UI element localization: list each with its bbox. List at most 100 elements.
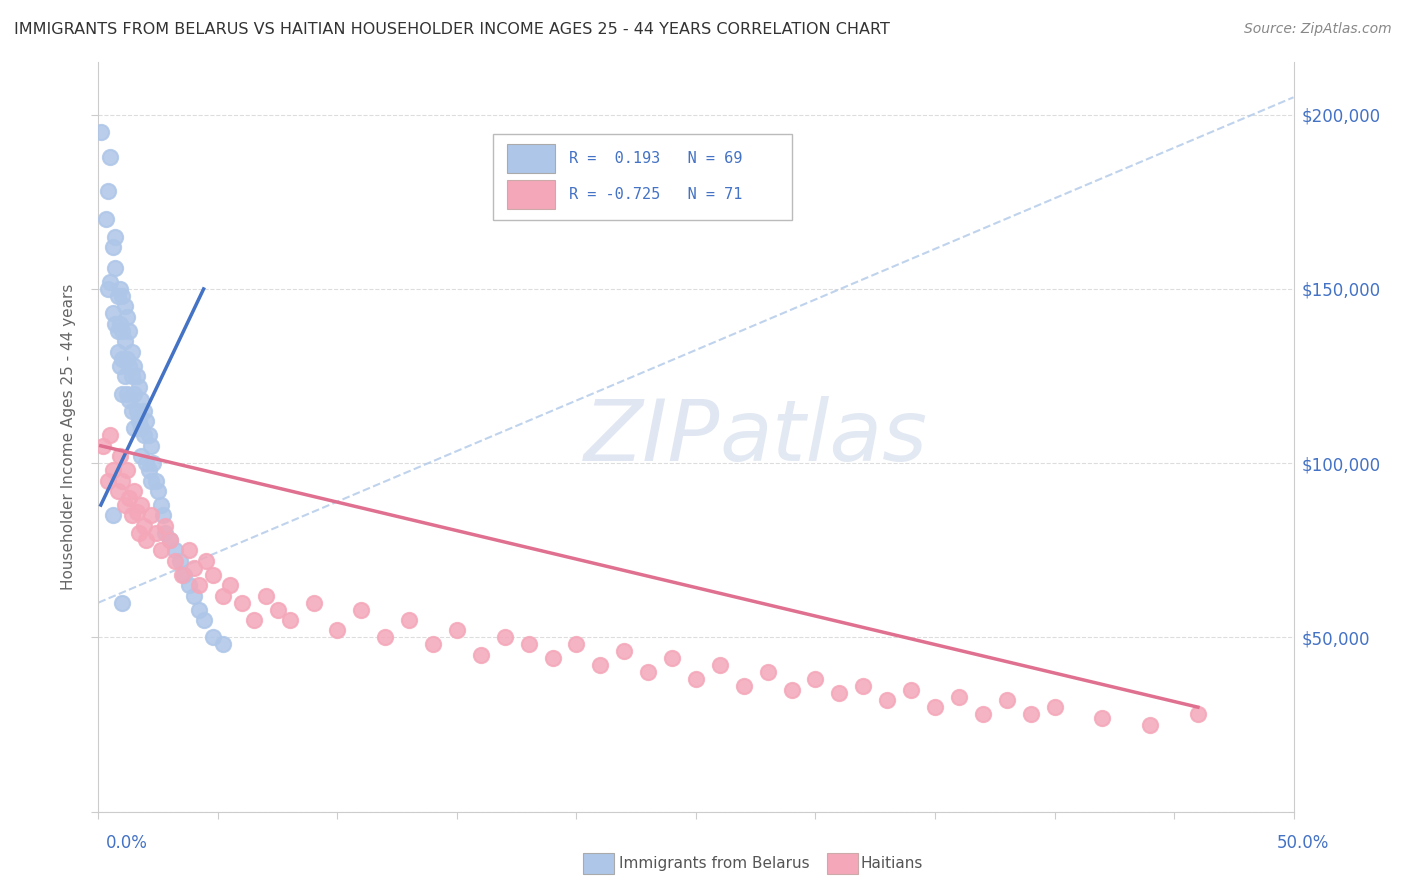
Point <box>828 686 851 700</box>
Point <box>111 474 134 488</box>
Point <box>115 386 138 401</box>
Point <box>685 673 707 687</box>
Point <box>374 631 396 645</box>
Point <box>107 289 129 303</box>
Point <box>90 125 112 139</box>
Point <box>111 324 134 338</box>
Text: IMMIGRANTS FROM BELARUS VS HAITIAN HOUSEHOLDER INCOME AGES 25 - 44 YEARS CORRELA: IMMIGRANTS FROM BELARUS VS HAITIAN HOUSE… <box>14 22 890 37</box>
Text: R =  0.193   N = 69: R = 0.193 N = 69 <box>569 151 742 166</box>
Point <box>163 543 186 558</box>
Point <box>1043 700 1066 714</box>
Point <box>107 484 129 499</box>
Point <box>1187 707 1209 722</box>
Point <box>125 505 148 519</box>
Point <box>128 525 150 540</box>
Point <box>145 525 167 540</box>
Point <box>211 589 233 603</box>
Point <box>124 484 146 499</box>
Point <box>187 602 209 616</box>
Bar <box>508 145 555 172</box>
Point <box>470 648 492 662</box>
Point <box>104 317 127 331</box>
Point <box>135 533 157 547</box>
Point <box>145 474 167 488</box>
Point <box>118 324 141 338</box>
Point <box>159 533 181 547</box>
Point <box>107 324 129 338</box>
Point <box>202 567 225 582</box>
Point <box>101 508 124 523</box>
Point <box>494 631 516 645</box>
Point <box>254 589 277 603</box>
Point <box>159 533 181 547</box>
Point <box>131 393 153 408</box>
Text: 0.0%: 0.0% <box>105 834 148 852</box>
Point <box>1019 707 1042 722</box>
Text: 50.0%: 50.0% <box>1277 834 1329 852</box>
Point <box>131 449 153 463</box>
Point <box>948 690 970 704</box>
Point <box>115 351 138 366</box>
Point <box>733 679 755 693</box>
Point <box>135 414 157 428</box>
Point <box>114 369 136 384</box>
Point <box>101 240 124 254</box>
Point <box>709 658 731 673</box>
Point <box>163 554 186 568</box>
Point <box>104 261 127 276</box>
Point <box>111 596 134 610</box>
Point <box>202 631 225 645</box>
Point <box>132 404 155 418</box>
Point <box>326 624 349 638</box>
Point <box>183 561 205 575</box>
Point <box>107 344 129 359</box>
Point <box>121 369 143 384</box>
Point <box>804 673 827 687</box>
Point <box>756 665 779 680</box>
Point <box>111 351 134 366</box>
Point <box>124 359 146 373</box>
Point <box>111 386 134 401</box>
Point <box>97 185 120 199</box>
Point <box>195 554 218 568</box>
Point <box>517 637 540 651</box>
Point <box>98 428 122 442</box>
Point <box>187 578 209 592</box>
Point <box>104 229 127 244</box>
Point <box>1091 711 1114 725</box>
Point <box>108 359 131 373</box>
Point <box>565 637 588 651</box>
Point <box>128 414 150 428</box>
Point <box>661 651 683 665</box>
Point <box>118 491 141 505</box>
Point <box>149 498 172 512</box>
Point <box>128 379 150 393</box>
Point <box>302 596 325 610</box>
Point <box>108 317 131 331</box>
Point <box>115 463 138 477</box>
Point <box>121 344 143 359</box>
Point <box>132 428 155 442</box>
Point <box>172 567 194 582</box>
Point <box>900 682 922 697</box>
Point <box>98 275 122 289</box>
Point <box>118 393 141 408</box>
Point <box>97 282 120 296</box>
Bar <box>494 134 792 219</box>
Point <box>219 578 242 592</box>
Point <box>139 474 162 488</box>
Point <box>589 658 612 673</box>
Point <box>924 700 946 714</box>
Point <box>135 456 157 470</box>
Point <box>972 707 994 722</box>
Point <box>243 613 266 627</box>
Point <box>139 439 162 453</box>
Point <box>173 567 195 582</box>
Point <box>231 596 253 610</box>
Point <box>114 498 136 512</box>
Point <box>91 439 114 453</box>
Point <box>876 693 898 707</box>
Point <box>446 624 468 638</box>
Point <box>179 543 201 558</box>
Point <box>111 289 134 303</box>
